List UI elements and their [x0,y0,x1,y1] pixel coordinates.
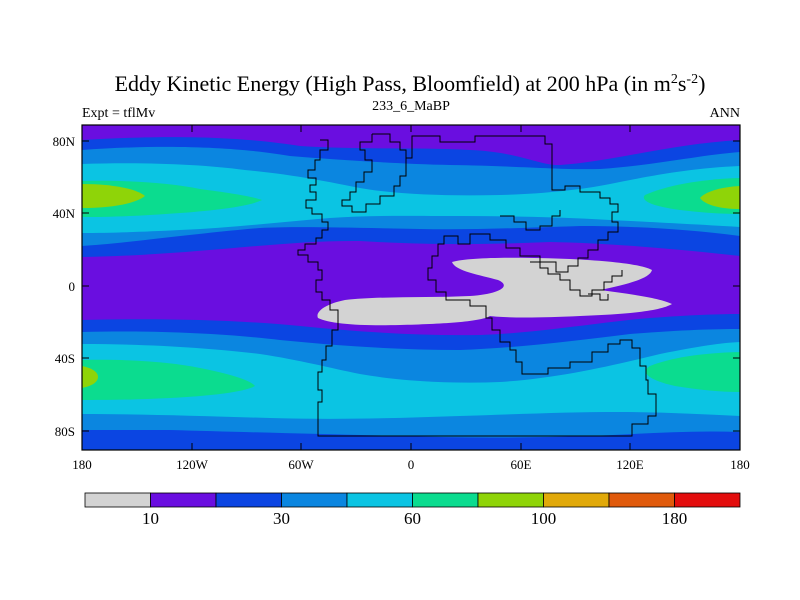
x-tick-label: 60E [511,457,532,472]
main-title: Eddy Kinetic Energy (High Pass, Bloomfie… [115,71,706,96]
y-tick-label: 40N [53,206,76,221]
left-string: Expt = tflMv [82,106,155,121]
colorbar-box [346,492,413,508]
americas-outline [297,139,360,437]
x-tick-label: 0 [408,457,415,472]
nh-band-100 [82,163,740,233]
nh-core-west [82,184,145,208]
colorbar-label: 100 [531,509,557,528]
continent-outlines [297,133,657,437]
colorbar-box [84,492,151,508]
colorbar-box [608,492,675,508]
colorbar-label: 60 [404,509,421,528]
x-tick-label: 120W [176,457,209,472]
center-string: 233_6_MaBP [372,99,450,114]
x-tick-label: 120E [616,457,644,472]
y-tick-label: 40S [55,351,75,366]
colorbar-labels: 10 30 60 100 180 [142,509,687,528]
colorbar-box [215,492,282,508]
tropical-minimum [317,257,672,326]
colorbar-box [674,492,741,508]
x-axis [81,125,741,450]
maritime-outline [588,293,609,301]
sh-core-west [82,366,98,388]
colorbar-box [281,492,348,508]
colorbar-box [543,492,610,508]
contour-field [82,125,740,450]
africa-eurasia-outline [360,133,657,437]
colorbar-label: 10 [142,509,159,528]
y-tick-labels: 80N 40N 0 40S 80S [53,134,76,439]
x-tick-label: 180 [72,457,92,472]
sh-band-100 [82,342,740,419]
arabia-outline [500,210,561,231]
y-axis [82,140,740,432]
colorbar-label: 180 [662,509,688,528]
colorbar-box [477,492,544,508]
greenland-outline [341,134,407,213]
x-tick-labels: 180 120W 60W 0 60E 120E 180 [72,457,750,472]
x-tick-label: 60W [288,457,314,472]
colorbar-label: 30 [273,509,290,528]
right-string: ANN [710,106,740,121]
sh-band-150-east [645,352,740,392]
y-tick-label: 0 [69,279,76,294]
colorbar-box [412,492,479,508]
y-tick-label: 80N [53,134,76,149]
colorbar [84,492,741,508]
x-tick-label: 180 [730,457,750,472]
y-tick-label: 80S [55,424,75,439]
sh-band-150-west [82,359,255,400]
nh-core-east [700,186,740,209]
colorbar-box [150,492,217,508]
southeast-asia-outline [530,261,623,297]
